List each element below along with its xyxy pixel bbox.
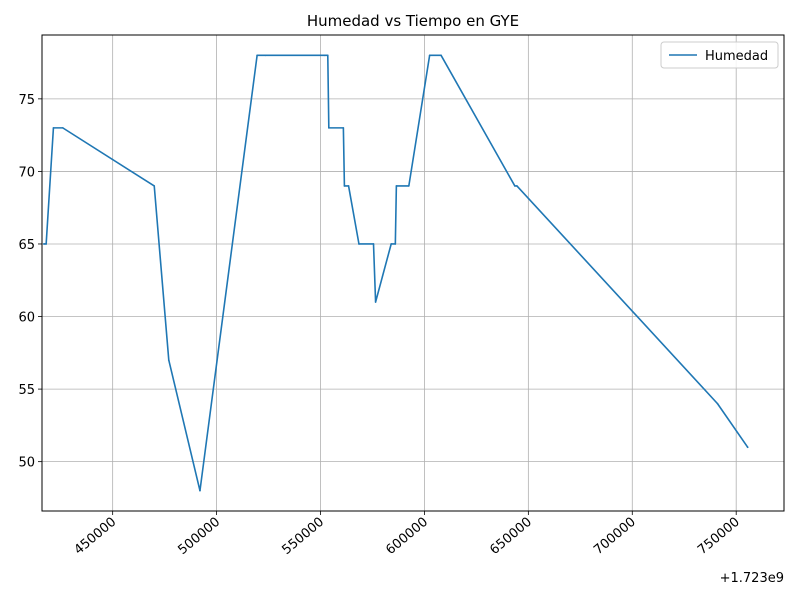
data-point <box>61 127 64 129</box>
data-point <box>153 185 156 187</box>
data-point <box>264 54 267 57</box>
chart-title: Humedad vs Tiempo en GYE <box>307 12 519 30</box>
y-tick-label: 60 <box>18 311 35 326</box>
data-point <box>323 54 326 57</box>
y-tick-label: 50 <box>18 456 35 471</box>
data-point <box>372 243 375 245</box>
series-layer <box>43 54 749 492</box>
data-point <box>716 402 719 405</box>
y-axis: 50 55 60 65 70 75 <box>18 93 42 471</box>
data-point <box>374 301 377 303</box>
y-tick-label: 75 <box>18 93 35 108</box>
legend-box <box>660 41 779 69</box>
legend: Humedad <box>660 41 779 69</box>
data-point <box>199 489 201 492</box>
data-point <box>328 127 330 129</box>
data-point <box>342 127 345 129</box>
data-point <box>390 243 392 245</box>
data-point <box>395 185 398 187</box>
data-point <box>256 54 258 57</box>
data-point <box>440 54 442 57</box>
series-line-humedad <box>43 54 749 492</box>
data-point <box>326 54 329 57</box>
data-point <box>45 243 47 245</box>
data-point <box>167 359 170 361</box>
grid <box>42 35 784 511</box>
x-axis-offset-label: +1.723e9 <box>720 571 784 586</box>
data-point <box>52 127 55 129</box>
data-point <box>394 243 397 245</box>
y-tick-label: 55 <box>18 383 35 398</box>
y-tick-label: 65 <box>18 238 35 253</box>
plot-area-frame <box>41 34 785 512</box>
y-tick-label: 70 <box>18 165 35 180</box>
legend-label: Humedad <box>705 49 768 64</box>
data-point <box>358 243 360 245</box>
data-point <box>516 185 518 187</box>
data-point <box>746 446 749 448</box>
data-point <box>43 243 45 245</box>
data-point <box>514 185 516 187</box>
data-point <box>428 54 431 57</box>
data-point <box>347 185 350 187</box>
data-point <box>343 185 346 187</box>
data-point <box>408 185 410 187</box>
